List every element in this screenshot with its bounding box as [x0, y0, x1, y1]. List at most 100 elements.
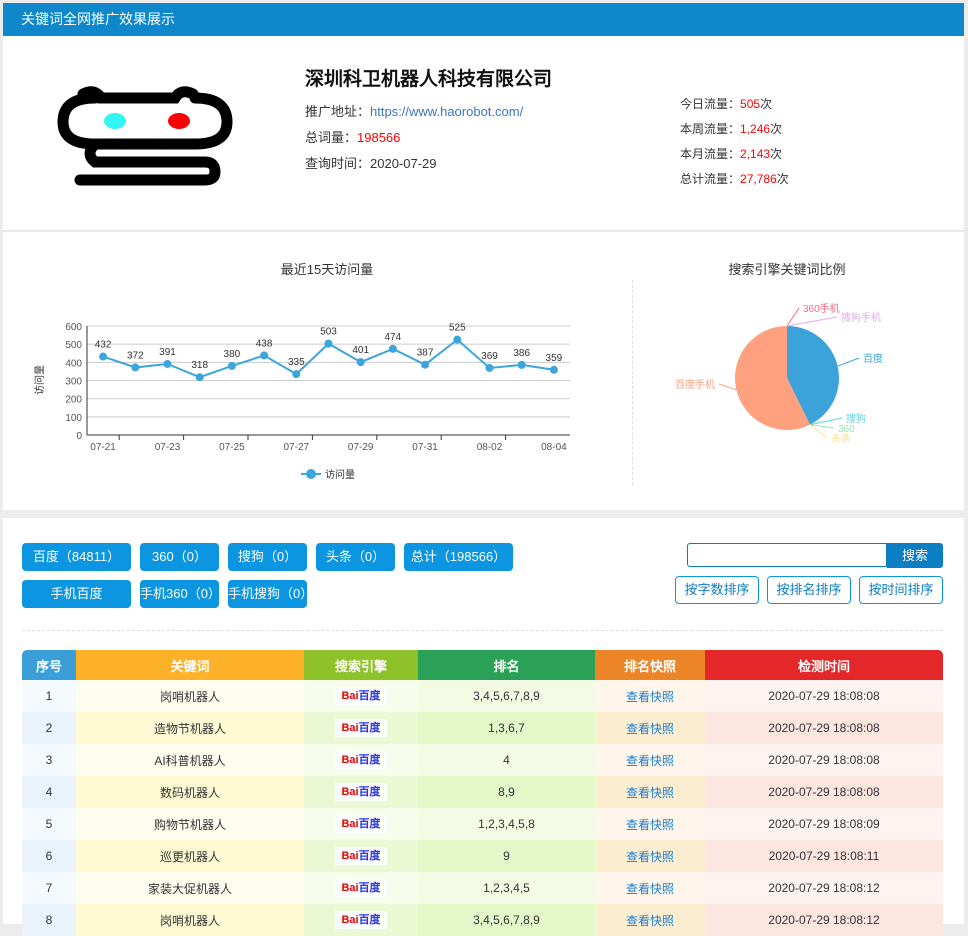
- filter-sogou-button[interactable]: 搜狗（0）: [228, 543, 307, 571]
- cell-rank: 1,2,3,4,5: [418, 872, 595, 904]
- y-tick-label: 200: [65, 395, 82, 406]
- logo-text: Bai: [341, 786, 359, 798]
- baidu-logo-icon: Bai百度: [335, 911, 387, 929]
- x-tick-label: 08-02: [477, 442, 503, 453]
- data-label: 386: [513, 348, 530, 359]
- pie-label: 360手机: [803, 302, 840, 315]
- traffic-value: 2,143: [740, 147, 771, 161]
- charts-panel: 最近15天访问量 0 100 200 300 400 500 600 访问量 07-21 07-23…: [3, 232, 964, 510]
- header-col-keyword: 关键词: [76, 650, 304, 680]
- table-header: 序号 关键词 搜索引擎 排名 排名快照 检测时间: [22, 650, 943, 680]
- traffic-unit: 次: [776, 172, 789, 186]
- traffic-label: 总计流量：: [680, 172, 741, 186]
- view-snapshot-link[interactable]: 查看快照: [625, 849, 674, 864]
- cell-time: 2020-07-29 18:08:12: [705, 904, 943, 936]
- keyword-table: 序号 关键词 搜索引擎 排名 排名快照 检测时间 1 岗哨机器人 Bai百度 3,4,5,…: [22, 650, 943, 936]
- pie-label: 搜狗手机: [841, 311, 881, 324]
- table-row: 1 岗哨机器人 Bai百度 3,4,5,6,7,8,9 查看快照 2020-07…: [22, 680, 943, 712]
- filter-mobile-sogou-button[interactable]: 手机搜狗（0）: [228, 580, 313, 608]
- filter-360-button[interactable]: 360（0）: [140, 543, 219, 571]
- view-snapshot-link[interactable]: 查看快照: [625, 913, 674, 928]
- pie-label: 搜狗: [846, 412, 866, 425]
- traffic-today: 今日流量：505次: [680, 95, 772, 112]
- x-tick-label: 07-23: [155, 442, 181, 453]
- legend-label: 访问量: [325, 468, 355, 481]
- data-label: 474: [385, 332, 402, 343]
- cell-rank: 1,3,6,7: [418, 712, 595, 744]
- view-snapshot-link[interactable]: 查看快照: [625, 753, 674, 768]
- table-row: 7 家装大促机器人 Bai百度 1,2,3,4,5 查看快照 2020-07-2…: [22, 872, 943, 904]
- chart-title: 最近15天访问量: [281, 262, 373, 277]
- cell-snapshot: 查看快照: [595, 808, 705, 840]
- y-tick-label: 400: [65, 358, 82, 369]
- cell-engine: Bai百度: [304, 840, 418, 872]
- logo-text: Bai: [341, 690, 359, 702]
- search-button[interactable]: 搜索: [887, 543, 943, 568]
- pie-label: 百度: [863, 352, 883, 365]
- baidu-logo-icon: Bai百度: [335, 847, 387, 865]
- promo-url-row: 推广地址：https://www.haorobot.com/: [305, 101, 523, 120]
- cell-snapshot: 查看快照: [595, 776, 705, 808]
- cell-index: 5: [22, 808, 76, 840]
- sort-by-time-button[interactable]: 按时间排序: [859, 576, 943, 604]
- data-label: 391: [159, 347, 176, 358]
- baidu-logo-icon: Bai百度: [335, 719, 387, 737]
- view-snapshot-link[interactable]: 查看快照: [625, 785, 674, 800]
- table-row: 4 数码机器人 Bai百度 8,9 查看快照 2020-07-29 18:08:…: [22, 776, 943, 808]
- pie-slice: [735, 326, 810, 430]
- cell-index: 1: [22, 680, 76, 712]
- query-time-label: 查询时间：: [305, 156, 371, 171]
- baidu-logo-icon: Bai百度: [335, 751, 387, 769]
- cell-time: 2020-07-29 18:08:12: [705, 872, 943, 904]
- traffic-value: 505: [740, 97, 761, 111]
- promo-url-label: 推广地址：: [305, 104, 371, 119]
- filter-mobile-baidu-button[interactable]: 手机百度: [22, 580, 131, 608]
- pie-slice: [787, 326, 839, 425]
- cell-keyword: 巡更机器人: [76, 840, 304, 872]
- data-point: [485, 363, 494, 372]
- traffic-total: 总计流量：27,786次: [680, 170, 789, 187]
- view-snapshot-link[interactable]: 查看快照: [625, 881, 674, 896]
- header-col-index: 序号: [22, 650, 76, 680]
- cell-keyword: AI科普机器人: [76, 744, 304, 776]
- x-tick-label: 07-31: [412, 442, 438, 453]
- filter-baidu-button[interactable]: 百度（84811）: [22, 543, 131, 571]
- view-snapshot-link[interactable]: 查看快照: [625, 689, 674, 704]
- cell-snapshot: 查看快照: [595, 712, 705, 744]
- filter-total-button[interactable]: 总计（198566）: [404, 543, 513, 571]
- cell-time: 2020-07-29 18:08:09: [705, 808, 943, 840]
- chart-title: 搜索引擎关键词比例: [728, 262, 845, 277]
- cell-time: 2020-07-29 18:08:11: [705, 840, 943, 872]
- data-point: [453, 335, 462, 344]
- view-snapshot-link[interactable]: 查看快照: [625, 721, 674, 736]
- logo-text: 百度: [358, 786, 381, 798]
- cell-rank: 8,9: [418, 776, 595, 808]
- logo-text: 百度: [358, 882, 381, 894]
- traffic-unit: 次: [760, 97, 773, 111]
- cell-time: 2020-07-29 18:08:08: [705, 680, 943, 712]
- search-input[interactable]: [687, 543, 887, 567]
- cell-snapshot: 查看快照: [595, 872, 705, 904]
- data-label: 432: [95, 340, 112, 351]
- header-col-engine: 搜索引擎: [304, 650, 418, 680]
- total-words-label: 总词量：: [305, 130, 358, 145]
- data-point: [195, 373, 204, 382]
- cell-rank: 3,4,5,6,7,8,9: [418, 904, 595, 936]
- view-snapshot-link[interactable]: 查看快照: [625, 817, 674, 832]
- filter-mobile-360-button[interactable]: 手机360（0）: [140, 580, 221, 608]
- filter-toutiao-button[interactable]: 头条（0）: [316, 543, 395, 571]
- logo-text: Bai: [341, 722, 359, 734]
- promo-url-link[interactable]: https://www.haorobot.com/: [370, 104, 524, 119]
- header-col-snapshot: 排名快照: [595, 650, 705, 680]
- data-label: 372: [127, 350, 144, 361]
- keywords-panel: 百度（84811） 360（0） 搜狗（0） 头条（0） 总计（198566） …: [3, 518, 964, 936]
- traffic-unit: 次: [770, 122, 783, 136]
- cell-engine: Bai百度: [304, 872, 418, 904]
- logo-text: 百度: [358, 850, 381, 862]
- sort-by-rank-button[interactable]: 按排名排序: [767, 576, 851, 604]
- sort-by-length-button[interactable]: 按字数排序: [675, 576, 759, 604]
- cell-time: 2020-07-29 18:08:08: [705, 776, 943, 808]
- data-label: 525: [449, 323, 466, 334]
- cell-index: 2: [22, 712, 76, 744]
- pie-leader-line: [809, 424, 835, 429]
